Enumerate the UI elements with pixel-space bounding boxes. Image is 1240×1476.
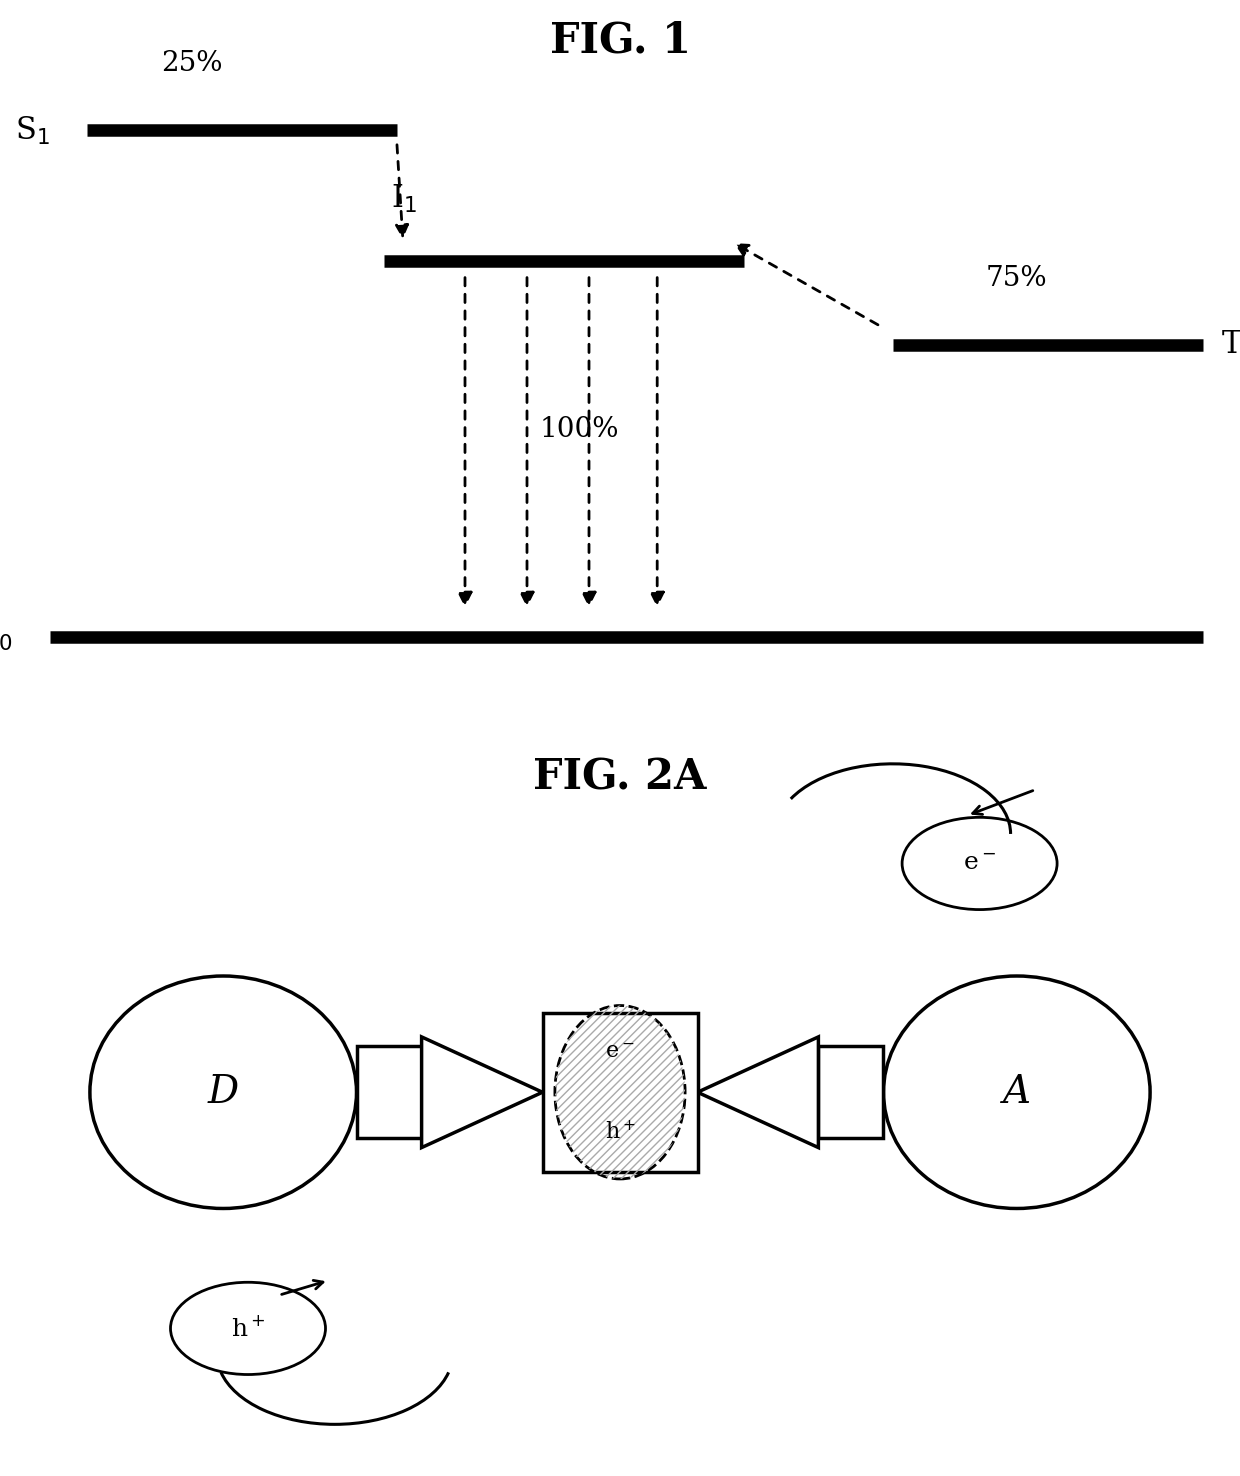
Text: 75%: 75% [986,264,1048,292]
Text: FIG. 1: FIG. 1 [549,19,691,61]
Text: FIG. 2A: FIG. 2A [533,756,707,799]
Ellipse shape [883,976,1149,1209]
Text: e$^-$: e$^-$ [963,852,996,875]
Bar [357,1046,422,1138]
Text: 25%: 25% [161,50,223,77]
Ellipse shape [901,818,1056,909]
Text: A: A [1003,1073,1030,1111]
Text: I$_1$: I$_1$ [391,183,417,215]
Text: T$_1$: T$_1$ [1221,329,1240,362]
Ellipse shape [89,976,357,1209]
Bar [818,1046,883,1138]
Polygon shape [422,1036,543,1148]
Ellipse shape [171,1283,325,1374]
Bar [543,1013,697,1172]
Text: h$^+$: h$^+$ [231,1317,265,1340]
Text: S$_1$: S$_1$ [15,115,50,146]
Polygon shape [697,1036,818,1148]
Text: D: D [207,1073,239,1111]
Text: S$_0$: S$_0$ [0,621,12,652]
Text: 100%: 100% [539,416,619,443]
Text: h$^+$: h$^+$ [605,1122,635,1144]
Text: e$^-$: e$^-$ [605,1041,635,1063]
